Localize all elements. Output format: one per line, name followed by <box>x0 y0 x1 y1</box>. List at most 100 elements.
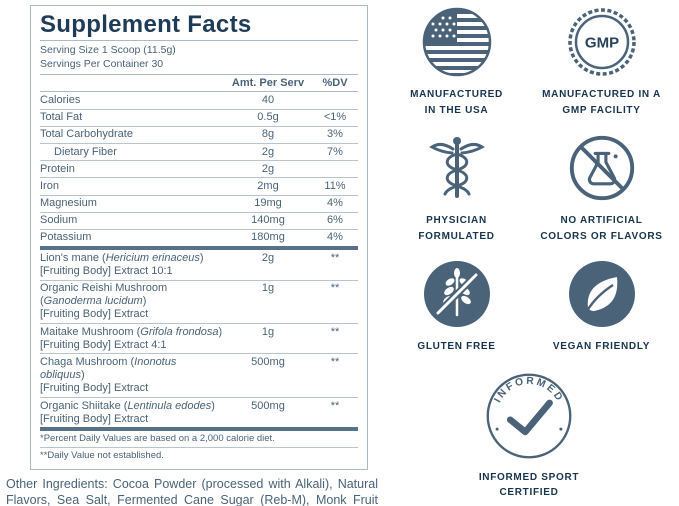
badge-gluten-free: GLUTEN FREE <box>384 258 529 355</box>
table-row: Organic Reishi Mushroom (Ganoderma lucid… <box>40 281 358 325</box>
informed-arc-text: INFORMED <box>493 375 563 404</box>
badge-label: MANUFACTURED IN THE USA <box>410 89 503 116</box>
divider <box>40 427 358 432</box>
svg-text:INFORMED: INFORMED <box>493 375 566 404</box>
table-row: Maitake Mushroom (Grifola frondosa) [Fru… <box>40 324 358 355</box>
table-row: Calories 40 <box>40 92 358 110</box>
ingredient-dv: ** <box>330 355 340 368</box>
ingredient-line2: [Fruiting Body] Extract 10:1 <box>40 264 173 277</box>
ingredient-amount: 1g <box>261 325 275 338</box>
nutrient-dv: 7% <box>327 145 343 158</box>
ingredient-dv: ** <box>330 282 340 295</box>
supplement-facts-box: Supplement Facts Serving Size 1 Scoop (1… <box>30 5 368 471</box>
ingredient-line2: [Fruiting Body] Extract <box>40 382 149 395</box>
divider <box>40 246 358 251</box>
nutrient-amount: 140mg <box>251 214 285 227</box>
ingredient-name: Maitake Mushroom (Grifola frondosa) [Fru… <box>40 326 224 352</box>
ingredient-latin: Hericium erinaceus <box>105 251 200 264</box>
gluten-free-icon <box>421 258 493 330</box>
table-row: Dietary Fiber 2g 7% <box>40 144 358 162</box>
facts-panel: Supplement Facts Serving Size 1 Scoop (1… <box>6 5 378 506</box>
ingredient-line2: [Fruiting Body] Extract <box>40 308 149 321</box>
ingredient-name: Organic Reishi Mushroom (Ganoderma lucid… <box>40 282 224 322</box>
ingredient-pre: Chaga Mushroom ( <box>40 355 135 368</box>
badge-physician-formulated: PHYSICIAN FORMULATED <box>384 132 529 244</box>
badge-label: INFORMED SPORT CERTIFIED <box>478 471 580 499</box>
nutrient-dv: <1% <box>323 111 347 124</box>
nutrient-name: Total Carbohydrate <box>40 128 133 141</box>
ingredient-post: ) <box>218 325 223 338</box>
ingredient-name: Organic Shiitake (Lentinula edodes) [Fru… <box>40 400 224 426</box>
nutrient-amount: 19mg <box>254 197 282 210</box>
ingredient-dv: ** <box>330 251 340 264</box>
ingredient-amount: 500mg <box>251 355 285 368</box>
badges-panel: MANUFACTURED IN THE USA GMP MANUFACTURED… <box>378 0 679 506</box>
nutrient-amount: 180mg <box>251 231 285 244</box>
table-row: Lion's mane (Hericium erinaceus) [Fruiti… <box>40 250 358 281</box>
nutrient-name: Iron <box>40 179 59 192</box>
nutrient-amount: 40 <box>261 93 275 106</box>
table-row: Chaga Mushroom (Inonotus obliquus) [Frui… <box>40 354 358 399</box>
table-row: Iron 2mg 11% <box>40 178 358 196</box>
badge-vegan-friendly: VEGAN FRIENDLY <box>529 258 674 355</box>
badge-label: MANUFACTURED IN A GMP FACILITY <box>542 89 661 116</box>
usa-flag-icon <box>421 6 493 78</box>
badge-label: PHYSICIAN FORMULATED <box>418 215 495 242</box>
nutrient-dv: 6% <box>327 214 343 227</box>
table-row: Potassium 180mg 4% <box>40 230 358 246</box>
ingredient-latin: Ganoderma lucidum <box>43 295 143 308</box>
nutrient-dv <box>312 94 358 107</box>
table-row: Total Carbohydrate 8g 3% <box>40 127 358 145</box>
ingredient-latin: Grifola frondosa <box>140 325 219 338</box>
badge-label: VEGAN FRIENDLY <box>552 341 651 352</box>
serving-size: Serving Size 1 Scoop (11.5g) <box>40 44 176 57</box>
facts-title: Supplement Facts <box>40 12 358 42</box>
servings-per-container: Servings Per Container 30 <box>40 57 164 70</box>
col-dv: %DV <box>322 77 348 90</box>
gmp-icon: GMP <box>566 6 638 78</box>
footnote: *Percent Daily Values are based on a 2,0… <box>40 431 358 449</box>
ingredient-dv: ** <box>330 399 340 412</box>
ingredient-pre: Lion's mane ( <box>40 251 106 264</box>
no-artificial-icon <box>565 132 639 204</box>
badge-label: NO ARTIFICIAL COLORS OR FLAVORS <box>540 215 663 242</box>
ingredient-line2: [Fruiting Body] Extract 4:1 <box>40 338 167 351</box>
ingredient-latin: Inonotus obliquus <box>40 355 177 382</box>
nutrient-dv: 11% <box>324 179 346 192</box>
table-row: Sodium 140mg 6% <box>40 213 358 230</box>
gmp-icon-text: GMP <box>584 35 618 52</box>
badge-label: GLUTEN FREE <box>417 341 496 352</box>
badge-gmp-facility: GMP MANUFACTURED IN A GMP FACILITY <box>529 6 674 118</box>
nutrient-name: Dietary Fiber <box>54 145 117 158</box>
ingredient-pre: Organic Shiitake ( <box>40 399 128 412</box>
nutrient-name: Potassium <box>40 231 92 244</box>
table-row: Magnesium 19mg 4% <box>40 196 358 213</box>
nutrient-amount: 2g <box>261 162 275 175</box>
ingredient-name: Chaga Mushroom (Inonotus obliquus) [Frui… <box>40 356 224 396</box>
serving-info: Serving Size 1 Scoop (11.5g) Servings Pe… <box>40 41 358 76</box>
nutrient-dv: 3% <box>327 128 343 141</box>
ingredient-latin: Lentinula edodes <box>127 399 212 412</box>
ingredient-name: Lion's mane (Hericium erinaceus) [Fruiti… <box>40 252 224 278</box>
nutrient-amount: 8g <box>261 128 275 141</box>
ingredient-dv: ** <box>330 325 340 338</box>
nutrient-dv: 4% <box>327 197 343 210</box>
vegan-icon <box>566 258 638 330</box>
footnote: **Daily Value not established. <box>40 450 164 462</box>
caduceus-icon <box>421 132 493 204</box>
badge-manufactured-usa: MANUFACTURED IN THE USA <box>384 6 529 118</box>
badge-no-artificial: NO ARTIFICIAL COLORS OR FLAVORS <box>529 132 674 244</box>
nutrient-amount: 0.5g <box>257 111 279 124</box>
table-row: Organic Shiitake (Lentinula edodes) [Fru… <box>40 398 358 427</box>
table-header: Amt. Per Serv %DV <box>40 75 358 93</box>
informed-sport-icon: INFORMED <box>484 371 574 461</box>
ingredient-pre: Organic Reishi Mushroom ( <box>40 282 168 308</box>
nutrient-name: Magnesium <box>40 197 97 210</box>
ingredient-amount: 500mg <box>251 399 285 412</box>
nutrient-name: Sodium <box>40 214 78 227</box>
other-ingredients: Other Ingredients: Cocoa Powder (process… <box>6 477 378 506</box>
ingredient-line2: [Fruiting Body] Extract <box>40 412 149 425</box>
nutrient-dv: 4% <box>327 231 343 244</box>
nutrient-amount: 2g <box>261 145 275 158</box>
